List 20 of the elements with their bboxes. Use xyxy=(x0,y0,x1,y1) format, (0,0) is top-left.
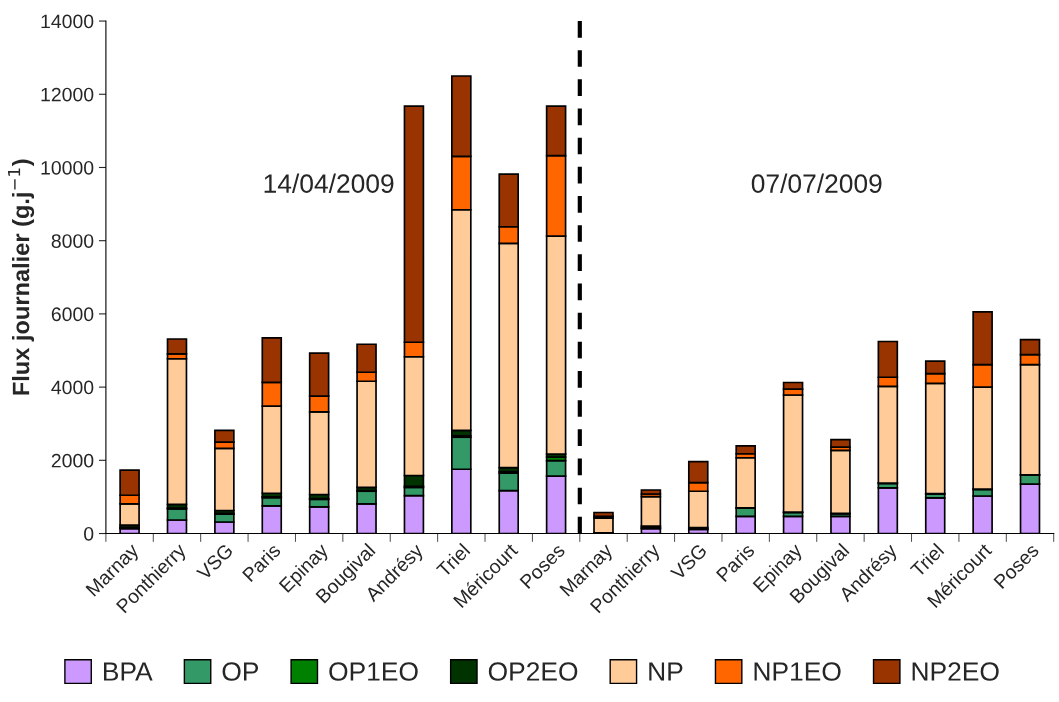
y-tick-label: 2000 xyxy=(51,453,94,468)
y-tick-label: 10000 xyxy=(41,160,94,175)
annotation: 14/04/2009 xyxy=(264,173,394,193)
x-tick-label: VSG xyxy=(195,543,234,581)
x-tick-label: VSG xyxy=(669,543,708,581)
y-axis-title: Flux journalier (g.j$^{−1}$) xyxy=(8,159,35,395)
legend-label: NP2EO xyxy=(912,662,999,681)
legend-label: NP xyxy=(649,662,683,681)
y-tick-label: 14000 xyxy=(41,14,94,29)
legend-label: OP xyxy=(222,662,259,681)
legend-label: BPA xyxy=(104,662,153,681)
legend-label: OP2EO xyxy=(488,662,578,681)
y-tick-label: 6000 xyxy=(51,307,94,322)
y-tick-label: 4000 xyxy=(51,380,94,395)
legend-label: NP1EO xyxy=(754,662,841,681)
y-tick-label: 0 xyxy=(84,526,94,541)
annotation: 07/07/2009 xyxy=(751,173,882,193)
y-tick-label: 8000 xyxy=(51,234,94,248)
y-tick-label: 12000 xyxy=(41,87,94,102)
legend-label: OP1EO xyxy=(329,662,418,681)
